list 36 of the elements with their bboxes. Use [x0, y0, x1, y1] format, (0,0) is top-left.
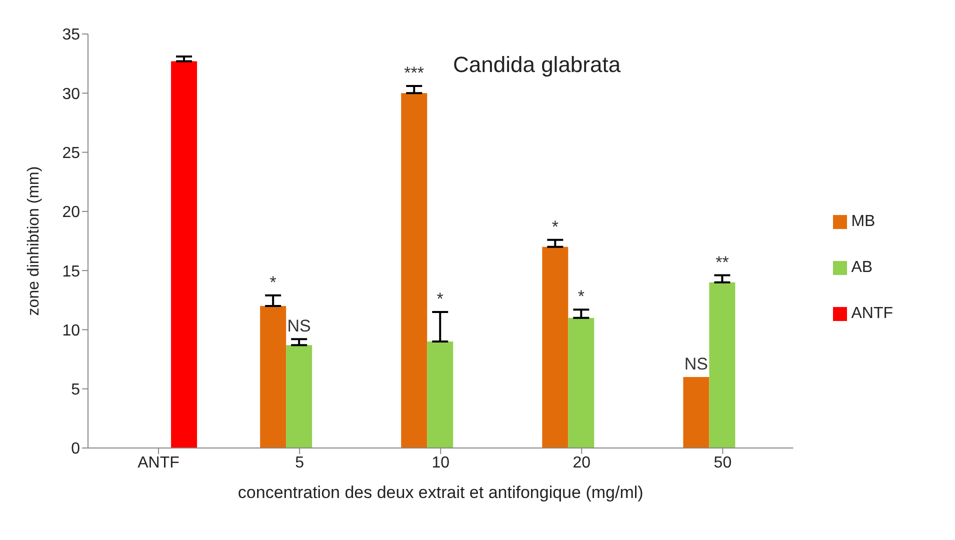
data-label: NS [684, 354, 708, 374]
y-tick-label: 20 [62, 204, 80, 222]
y-tick-label: 35 [62, 26, 80, 44]
legend-label: ANTF [851, 305, 893, 322]
bar [260, 306, 286, 448]
bar [683, 377, 710, 448]
data-label: * [436, 289, 444, 308]
legend-label: MB [851, 213, 876, 230]
x-tick-label: 10 [432, 454, 450, 472]
legend-label: AB [851, 259, 873, 276]
bar [427, 342, 454, 448]
y-tick-label: 0 [71, 440, 80, 458]
bar [401, 93, 428, 448]
data-label: * [552, 217, 559, 236]
x-tick-label: 5 [295, 454, 304, 472]
text: Candida glabrata [453, 52, 621, 78]
y-tick-label: 15 [62, 263, 80, 280]
bar [171, 61, 198, 448]
x-tick-label: 20 [572, 454, 591, 472]
x-tick-label: ANTF [138, 454, 180, 472]
x-tick-label: 50 [714, 454, 732, 472]
bar [286, 345, 312, 448]
bar [542, 246, 568, 448]
y-tick-label: 10 [62, 322, 80, 340]
data-label: *** [404, 64, 424, 83]
x-axis-title: concentration des deux extrait et antifongique (mg/ml) [238, 483, 644, 502]
data-label: ** [716, 252, 730, 272]
data-label: * [578, 287, 585, 306]
bar [568, 318, 594, 448]
y-tick-label: 5 [71, 382, 80, 399]
y-axis-title: zone dinhibtion (mm) [26, 166, 43, 316]
data-label: * [270, 272, 277, 292]
y-tick-label: 25 [62, 144, 80, 162]
bar [709, 282, 736, 448]
data-label: NS [287, 316, 311, 336]
y-tick-label: 30 [62, 86, 80, 103]
